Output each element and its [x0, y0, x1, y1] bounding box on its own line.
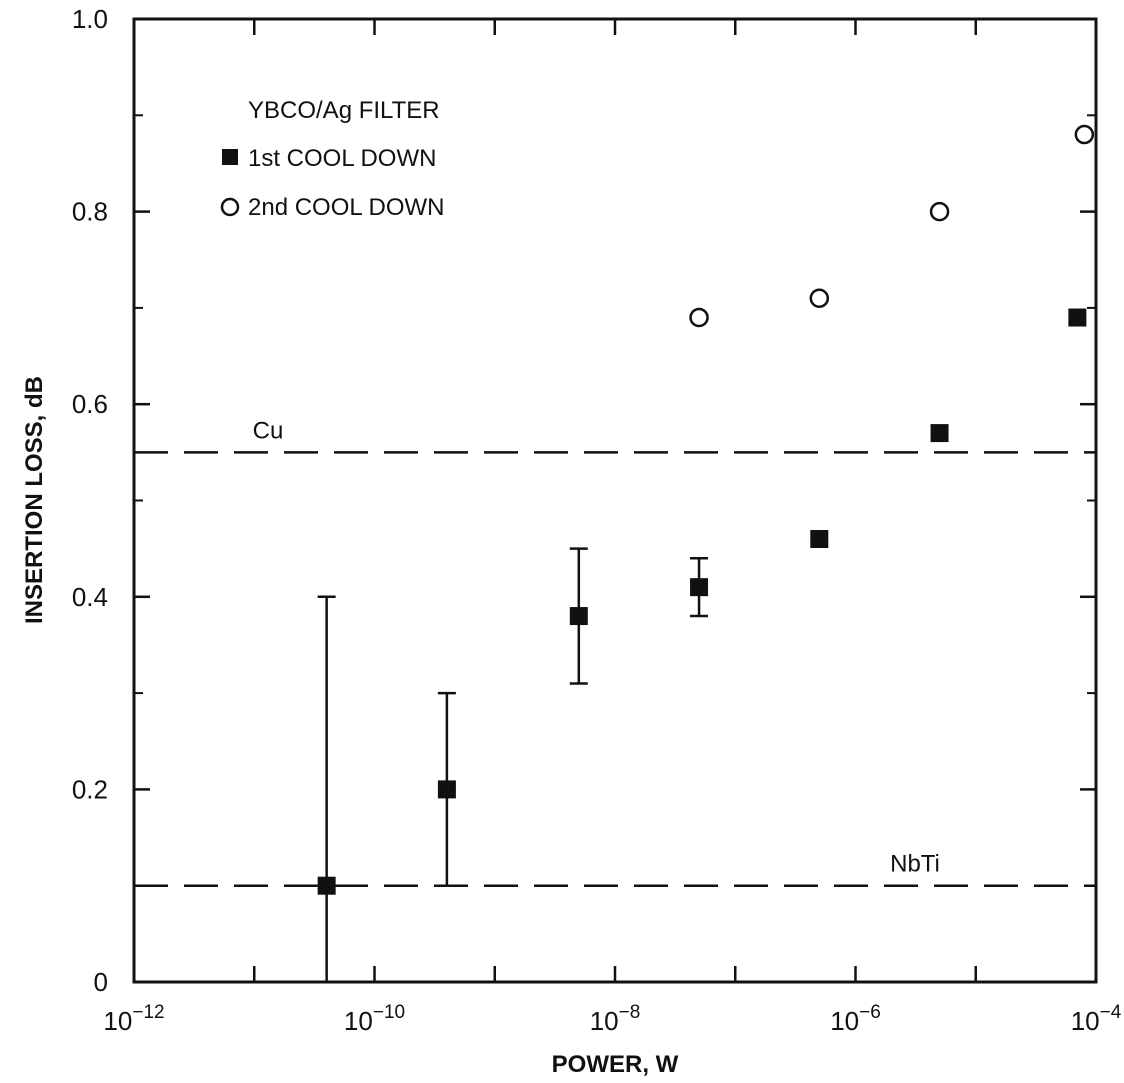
x-tick-label: 10−8: [590, 1002, 641, 1036]
data-point-2nd-cool-down: [809, 288, 830, 309]
reference-label-nbti: NbTi: [890, 851, 940, 878]
tick-labels: 10−12 10−10 10−8 10−6 10−4 0 0.2 0.4 0.6 0.8 1.0: [72, 4, 1122, 1036]
y-tick-label: 0: [94, 967, 108, 997]
x-axis-title: POWER, W: [552, 1051, 679, 1078]
legend-marker-2nd-cool-down: [220, 197, 240, 217]
data-point-2nd-cool-down: [929, 201, 950, 222]
data-point-2nd-cool-down: [689, 307, 709, 328]
x-tick-label: 10−10: [344, 1002, 405, 1036]
reference-lines: Cu NbTi: [134, 417, 1096, 887]
data-point-1st-cool-down: [810, 530, 829, 549]
data-point-1st-cool-down: [569, 607, 588, 626]
y-tick-label: 1.0: [72, 4, 108, 34]
legend: YBCO/Ag FILTER 1st COOL DOWN 2nd COOL DO…: [220, 97, 445, 221]
y-tick-label: 0.6: [72, 389, 108, 419]
legend-title: YBCO/Ag FILTER: [248, 97, 440, 124]
legend-marker-1st-cool-down: [222, 149, 238, 165]
data-point-2nd-cool-down: [1074, 124, 1095, 145]
x-tick-label: 10−6: [830, 1002, 881, 1036]
data-point-1st-cool-down: [1068, 308, 1087, 327]
axis-ticks: [134, 19, 1096, 982]
legend-label-2nd-cool-down: 2nd COOL DOWN: [248, 194, 445, 221]
y-tick-label: 0.4: [72, 582, 108, 612]
x-tick-label: 10−4: [1071, 1002, 1122, 1036]
data-point-1st-cool-down: [690, 578, 709, 597]
data-point-1st-cool-down: [437, 780, 456, 799]
y-axis-title: INSERTION LOSS, dB: [21, 376, 48, 624]
legend-label-1st-cool-down: 1st COOL DOWN: [248, 145, 436, 172]
data-markers: [317, 124, 1095, 895]
data-point-1st-cool-down: [317, 876, 336, 895]
y-tick-label: 0.2: [72, 774, 108, 804]
data-point-1st-cool-down: [930, 424, 949, 443]
reference-label-cu: Cu: [253, 417, 284, 444]
x-tick-label: 10−12: [103, 1002, 164, 1036]
y-tick-label: 0.8: [72, 197, 108, 227]
error-bars: [317, 547, 709, 982]
